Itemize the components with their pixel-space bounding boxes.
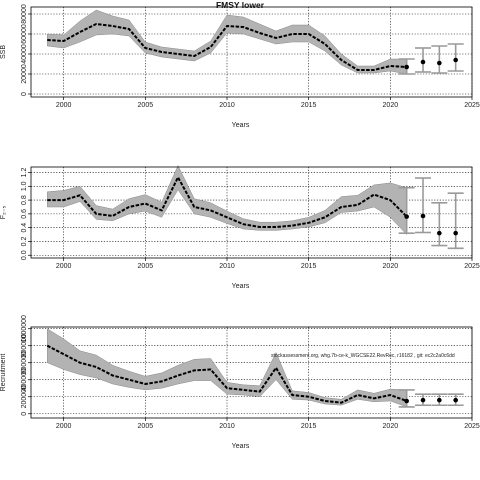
x-tick-label: 2000 <box>56 263 72 270</box>
x-tick-label: 2005 <box>138 263 154 270</box>
projection-point <box>420 397 426 403</box>
y-tick-label: 200000 <box>21 385 28 408</box>
y-tick-label: 0.6 <box>21 209 28 219</box>
panel-2 <box>28 326 473 421</box>
x-tick-label: 2005 <box>138 102 154 109</box>
x-tick-label: 2020 <box>383 102 399 109</box>
x-axis-label: Years <box>232 443 250 450</box>
projection-point <box>404 64 409 70</box>
confidence-band <box>47 165 407 236</box>
projection-point <box>453 57 458 63</box>
x-axis-label: Years <box>232 283 250 290</box>
plot-frame <box>30 6 473 98</box>
y-tick-label: 400000 <box>21 368 28 391</box>
projection-point <box>437 60 442 66</box>
x-tick-label: 2015 <box>301 423 317 430</box>
x-tick-label: 2010 <box>219 423 235 430</box>
y-tick-label: 1.0 <box>21 181 28 191</box>
watermark-note: stockassessment.org, whg.7b-ce-k_WGCSE22… <box>271 353 455 359</box>
y-axis-label: F₂₋₅ <box>0 206 7 220</box>
x-tick-label: 2005 <box>138 423 154 430</box>
y-tick-label: 80000 <box>21 4 28 24</box>
x-tick-label: 2020 <box>383 263 399 270</box>
projection-point <box>437 397 442 403</box>
plot-frame <box>30 326 473 419</box>
y-tick-label: 0 <box>21 92 28 96</box>
y-tick-label: 60000 <box>21 24 28 44</box>
projection-point <box>420 59 426 65</box>
confidence-band <box>47 9 407 75</box>
x-tick-label: 2000 <box>56 423 72 430</box>
x-tick-label: 2015 <box>301 263 317 270</box>
projection-point <box>420 213 426 219</box>
estimate-line <box>47 175 408 228</box>
x-tick-label: 2025 <box>464 423 480 430</box>
x-tick-label: 2020 <box>383 423 399 430</box>
y-tick-label: 1.2 <box>21 168 28 178</box>
y-tick-label: 1000000 <box>21 315 28 342</box>
y-tick-label: 0.4 <box>21 223 28 233</box>
y-tick-label: 800000 <box>21 334 28 357</box>
y-axis-label: SSB <box>0 45 7 59</box>
panel-0 <box>28 6 473 100</box>
panel-1 <box>28 165 473 261</box>
y-tick-label: 0.2 <box>21 236 28 246</box>
projection-point <box>404 214 409 219</box>
y-tick-label: 0 <box>21 412 28 416</box>
x-tick-label: 2025 <box>464 263 480 270</box>
x-tick-label: 2010 <box>219 102 235 109</box>
y-tick-label: 600000 <box>21 351 28 374</box>
x-tick-label: 2015 <box>301 102 317 109</box>
projection-point <box>453 397 458 403</box>
estimate-line <box>47 22 407 71</box>
x-tick-label: 2000 <box>56 102 72 109</box>
y-axis-label: Recruitment <box>0 354 7 392</box>
plot-frame <box>30 166 473 259</box>
x-axis-label: Years <box>232 122 250 129</box>
y-tick-label: 0.8 <box>21 195 28 205</box>
projection-point <box>437 230 442 236</box>
estimate-line <box>46 344 408 404</box>
projection-point <box>453 230 458 236</box>
projection-point <box>404 398 409 404</box>
y-tick-label: 0.0 <box>21 250 28 260</box>
y-tick-label: 20000 <box>21 64 28 84</box>
y-tick-label: 40000 <box>21 44 28 64</box>
x-tick-label: 2010 <box>219 263 235 270</box>
chart-title: FMSY lower <box>216 0 265 10</box>
x-tick-label: 2025 <box>464 102 480 109</box>
